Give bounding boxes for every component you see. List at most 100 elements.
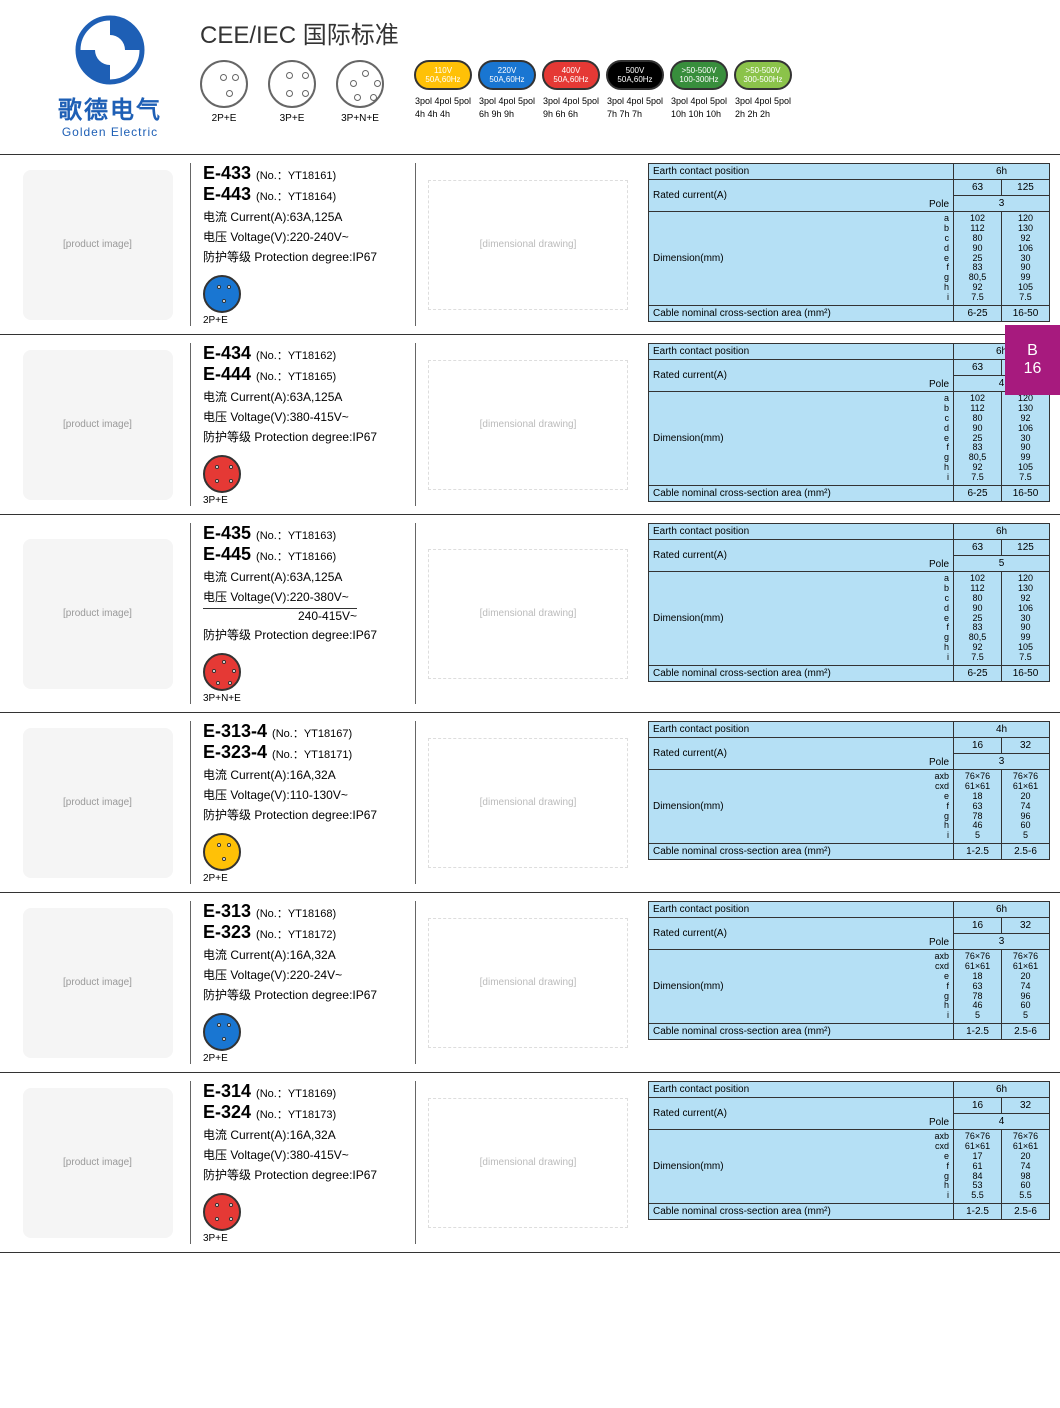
spec-table: Earth contact position 6h Rated current(… bbox=[640, 163, 1050, 326]
model-part-no: (No.：YT18164) bbox=[256, 188, 336, 204]
voltage-badge: 400V50A,60Hz 3pol 4pol 5pol9h 6h 6h bbox=[542, 60, 600, 120]
protection-spec: 防护等级 Protection degree:IP67 bbox=[203, 428, 415, 445]
technical-drawing: [dimensional drawing] bbox=[415, 1081, 640, 1244]
current-spec: 电流 Current(A):63A,125A bbox=[203, 568, 415, 585]
model-line: E-313 (No.：YT18168) bbox=[203, 901, 415, 922]
spec-table: Earth contact position 6h Rated current(… bbox=[640, 343, 1050, 506]
product-info: E-433 (No.：YT18161) E-443 (No.：YT18164) … bbox=[190, 163, 415, 326]
cable-label: Cable nominal cross-section area (mm²) bbox=[649, 486, 954, 502]
model-line: E-323-4 (No.：YT18171) bbox=[203, 742, 415, 763]
current-spec: 电流 Current(A):16A,32A bbox=[203, 946, 415, 963]
cable-label: Cable nominal cross-section area (mm²) bbox=[649, 666, 954, 682]
type-indicator: 2P+E bbox=[203, 833, 415, 884]
brand-name-en: Golden Electric bbox=[20, 125, 200, 139]
current-spec: 电流 Current(A):16A,32A bbox=[203, 1126, 415, 1143]
product-image: [product image] bbox=[15, 901, 190, 1064]
type-circle-icon bbox=[203, 275, 241, 313]
cable-label: Cable nominal cross-section area (mm²) bbox=[649, 306, 954, 322]
voltage-badge: 110V50A,60Hz 3pol 4pol 5pol4h 4h 4h bbox=[414, 60, 472, 120]
product-info: E-314 (No.：YT18169) E-324 (No.：YT18173) … bbox=[190, 1081, 415, 1244]
page-header: 歌德电气 Golden Electric CEE/IEC 国际标准 2P+E 3… bbox=[0, 0, 1060, 144]
voltage-spec: 电压 Voltage(V):110-130V~ bbox=[203, 786, 415, 803]
dim-values-2: 76×7661×61207496605 bbox=[1006, 772, 1045, 841]
dimension-label: Dimension(mm) axbcxdefghi bbox=[649, 1130, 954, 1204]
model-line: E-433 (No.：YT18161) bbox=[203, 163, 415, 184]
voltage-badge: >50-500V100-300Hz 3pol 4pol 5pol10h 10h … bbox=[670, 60, 728, 120]
model-part-no: (No.：YT18166) bbox=[256, 548, 336, 564]
product-image: [product image] bbox=[15, 1081, 190, 1244]
product-image: [product image] bbox=[15, 721, 190, 884]
badge-spec: 3pol 4pol 5pol2h 2h 2h bbox=[735, 95, 791, 120]
spec-table: Earth contact position 6h Rated current(… bbox=[640, 523, 1050, 704]
earth-contact-label: Earth contact position bbox=[649, 344, 954, 360]
dim-keys: axbcxdefghi bbox=[934, 1132, 949, 1201]
dim-values-1: 76×7661×61186378465 bbox=[958, 772, 997, 841]
badge-spec: 3pol 4pol 5pol10h 10h 10h bbox=[671, 95, 727, 120]
model-part-no: (No.：YT18167) bbox=[272, 725, 352, 741]
voltage-badge: 220V50A,60Hz 3pol 4pol 5pol6h 9h 9h bbox=[478, 60, 536, 120]
earth-contact-label: Earth contact position bbox=[649, 524, 954, 540]
product-info: E-435 (No.：YT18163) E-445 (No.：YT18166) … bbox=[190, 523, 415, 704]
brand-name-cn: 歌德电气 bbox=[20, 90, 200, 125]
voltage-spec: 电压 Voltage(V):380-415V~ bbox=[203, 1146, 415, 1163]
model-number: E-434 bbox=[203, 343, 251, 364]
product-row: [product image] E-435 (No.：YT18163) E-44… bbox=[0, 515, 1060, 713]
type-indicator: 3P+N+E bbox=[203, 653, 415, 704]
model-line: E-445 (No.：YT18166) bbox=[203, 544, 415, 565]
type-label: 3P+E bbox=[203, 1233, 415, 1244]
spec-table: Earth contact position 6h Rated current(… bbox=[640, 1081, 1050, 1244]
spec-table: Earth contact position 6h Rated current(… bbox=[640, 901, 1050, 1064]
dim-values-2: 120130921063090991057.5 bbox=[1006, 394, 1045, 483]
badge-spec: 3pol 4pol 5pol6h 9h 9h bbox=[479, 95, 535, 120]
model-part-no: (No.：YT18162) bbox=[256, 347, 336, 363]
protection-spec: 防护等级 Protection degree:IP67 bbox=[203, 1166, 415, 1183]
technical-drawing: [dimensional drawing] bbox=[415, 163, 640, 326]
model-number: E-323-4 bbox=[203, 742, 267, 763]
rated-current-label: Rated current(A)Pole bbox=[649, 738, 954, 770]
dim-values-1: 1021128090258380,5927.5 bbox=[958, 574, 997, 663]
dim-keys: abcdefghi bbox=[944, 394, 949, 483]
pole-value: 3 bbox=[954, 754, 1050, 770]
current-val-2: 125 bbox=[1002, 540, 1050, 556]
earth-contact-label: Earth contact position bbox=[649, 1082, 954, 1098]
socket-type-label: 3P+N+E bbox=[336, 113, 384, 124]
product-row: [product image] E-313 (No.：YT18168) E-32… bbox=[0, 893, 1060, 1073]
model-part-no: (No.：YT18165) bbox=[256, 368, 336, 384]
badge-spec: 3pol 4pol 5pol9h 6h 6h bbox=[543, 95, 599, 120]
product-image: [product image] bbox=[15, 343, 190, 506]
dim-values-2: 76×7661×61207496605 bbox=[1006, 952, 1045, 1021]
model-number: E-313-4 bbox=[203, 721, 267, 742]
earth-contact-value: 6h bbox=[954, 1082, 1050, 1098]
model-number: E-444 bbox=[203, 364, 251, 385]
rated-current-label: Rated current(A)Pole bbox=[649, 360, 954, 392]
current-val-2: 125 bbox=[1002, 180, 1050, 196]
type-indicator: 2P+E bbox=[203, 275, 415, 326]
dimension-label: Dimension(mm) axbcxdefghi bbox=[649, 770, 954, 844]
protection-spec: 防护等级 Protection degree:IP67 bbox=[203, 248, 415, 265]
model-part-no: (No.：YT18172) bbox=[256, 926, 336, 942]
voltage-spec: 电压 Voltage(V):220-24V~ bbox=[203, 966, 415, 983]
earth-contact-value: 6h bbox=[954, 164, 1050, 180]
tab-number: 16 bbox=[1024, 360, 1042, 378]
model-number: E-323 bbox=[203, 922, 251, 943]
type-label: 2P+E bbox=[203, 315, 415, 326]
socket-type-diagram: 3P+N+E bbox=[336, 60, 384, 124]
socket-type-diagram: 3P+E bbox=[268, 60, 316, 124]
socket-type-label: 3P+E bbox=[268, 113, 316, 124]
current-val-2: 32 bbox=[1002, 918, 1050, 934]
type-indicator: 2P+E bbox=[203, 1013, 415, 1064]
technical-drawing: [dimensional drawing] bbox=[415, 721, 640, 884]
type-circle-icon bbox=[203, 1193, 241, 1231]
model-part-no: (No.：YT18161) bbox=[256, 167, 336, 183]
cable-val-2: 16-50 bbox=[1002, 486, 1050, 502]
model-part-no: (No.：YT18163) bbox=[256, 527, 336, 543]
product-info: E-434 (No.：YT18162) E-444 (No.：YT18165) … bbox=[190, 343, 415, 506]
socket-type-label: 2P+E bbox=[200, 113, 248, 124]
protection-spec: 防护等级 Protection degree:IP67 bbox=[203, 626, 415, 643]
model-part-no: (No.：YT18171) bbox=[272, 746, 352, 762]
type-circle-icon bbox=[203, 455, 241, 493]
model-number: E-435 bbox=[203, 523, 251, 544]
dimension-label: Dimension(mm) abcdefghi bbox=[649, 572, 954, 666]
dim-values-2: 76×7661×61207498605.5 bbox=[1006, 1132, 1045, 1201]
model-line: E-444 (No.：YT18165) bbox=[203, 364, 415, 385]
